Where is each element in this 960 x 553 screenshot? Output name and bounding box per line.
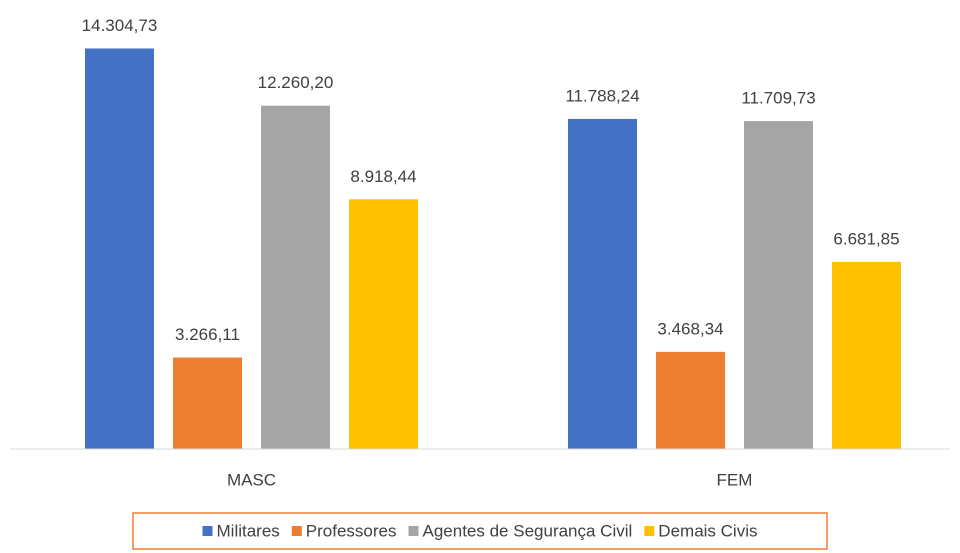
legend-swatch: [644, 526, 655, 536]
bar: [349, 199, 418, 449]
bar: [173, 357, 242, 449]
data-label: 3.266,11: [175, 325, 240, 344]
legend-label: Agentes de Segurança Civil: [423, 521, 633, 540]
bar: [832, 261, 901, 449]
data-label: 6.681,85: [833, 229, 899, 248]
legend-box: [132, 512, 828, 550]
legend-swatch: [291, 526, 302, 536]
data-label: 3.468,34: [657, 319, 723, 338]
x-tick-label: MASC: [227, 470, 276, 489]
data-label: 11.709,73: [741, 89, 815, 108]
bar: [568, 118, 637, 449]
legend-label: Militares: [217, 521, 280, 540]
x-tick-label: FEM: [717, 470, 753, 489]
legend-label: Professores: [306, 521, 397, 540]
legend-label: Demais Civis: [658, 521, 757, 540]
data-label: 14.304,73: [82, 16, 158, 35]
legend-swatch: [408, 526, 419, 536]
bar: [261, 105, 330, 449]
legend-swatch: [202, 526, 213, 536]
data-label: 11.788,24: [565, 86, 639, 105]
data-label: 12.260,20: [258, 73, 334, 92]
bar: [656, 351, 725, 449]
bar: [85, 48, 154, 449]
data-label: 8.918,44: [350, 167, 416, 186]
bar: [744, 121, 813, 449]
